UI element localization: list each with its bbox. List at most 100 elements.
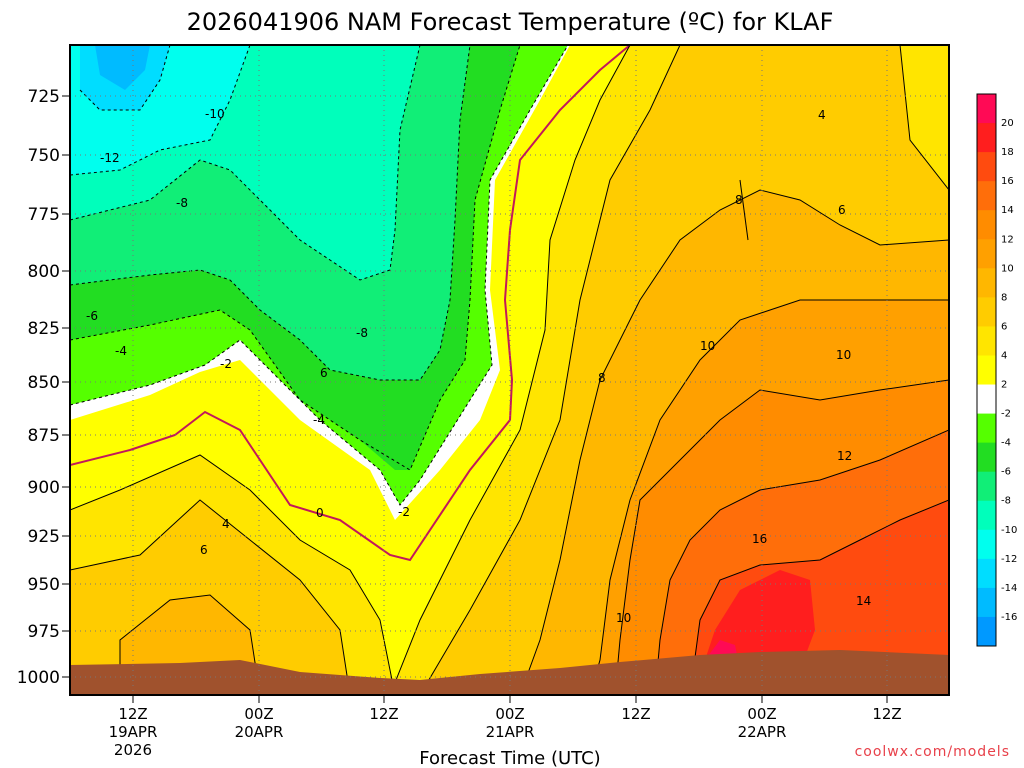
contour-label: 12 bbox=[837, 449, 852, 463]
contour-label: -2 bbox=[220, 357, 232, 371]
contour-label: 14 bbox=[856, 594, 871, 608]
colorbar-swatch bbox=[977, 413, 996, 444]
colorbar-label: 4 bbox=[1001, 350, 1007, 361]
colorbar-label: -16 bbox=[1001, 612, 1017, 623]
y-tick-label: 975 bbox=[28, 622, 60, 642]
contour-label: 4 bbox=[818, 108, 826, 122]
x-tick-date: 19APR bbox=[109, 723, 158, 741]
contour-label: -12 bbox=[100, 151, 120, 165]
colorbar-label: 14 bbox=[1001, 205, 1014, 216]
y-tick-label: 775 bbox=[28, 205, 60, 225]
contour-label: 10 bbox=[616, 611, 631, 625]
contour-label: -2 bbox=[398, 505, 410, 519]
colorbar-swatch bbox=[977, 268, 996, 298]
x-tick-date: 20APR bbox=[235, 723, 284, 741]
colorbar-swatch bbox=[977, 181, 996, 211]
colorbar-swatch bbox=[977, 210, 996, 240]
contour-lines bbox=[70, 45, 569, 506]
contour-label: 10 bbox=[836, 348, 851, 362]
y-tick-label: 725 bbox=[28, 87, 60, 107]
colorbar-label: 18 bbox=[1001, 147, 1014, 158]
contour-labels: -12 -10 -8 -6 -4 -2 -8 6 -4 0 -2 4 6 8 1… bbox=[86, 107, 871, 625]
contour-label: 0 bbox=[316, 506, 324, 520]
band-minus14c bbox=[95, 45, 150, 90]
colorbar-label: 2 bbox=[1001, 380, 1007, 391]
colorbar: 20 18 16 14 12 10 8 6 4 2 -2 -4 -6 -8 -10 -12 -14 -16 bbox=[976, 93, 1017, 647]
colorbar-swatch bbox=[977, 616, 996, 647]
x-tick-label: 00Z bbox=[495, 705, 524, 723]
gridlines bbox=[70, 45, 949, 695]
colorbar-label: 20 bbox=[1001, 118, 1014, 129]
x-tick-label: 12Z bbox=[621, 705, 650, 723]
x-tick-label: 12Z bbox=[872, 705, 901, 723]
colorbar-label: 8 bbox=[1001, 292, 1007, 303]
x-axis-title: Forecast Time (UTC) bbox=[419, 748, 600, 768]
x-tick-label: 12Z bbox=[118, 705, 147, 723]
y-tick-label: 800 bbox=[28, 262, 60, 282]
y-tick-label: 750 bbox=[28, 146, 60, 166]
colorbar-swatch bbox=[977, 152, 996, 182]
colorbar-label: 6 bbox=[1001, 321, 1007, 332]
contour-label: -8 bbox=[176, 196, 188, 210]
x-tick-label: 00Z bbox=[747, 705, 776, 723]
contour-label: 8 bbox=[735, 193, 743, 207]
colorbar-label: -8 bbox=[1001, 496, 1011, 507]
x-tick-date: 21APR bbox=[486, 723, 535, 741]
contour-label: 4 bbox=[222, 517, 230, 531]
terrain bbox=[70, 650, 949, 695]
contour-label: -8 bbox=[356, 326, 368, 340]
chart-title: 2026041906 NAM Forecast Temperature (ºC)… bbox=[187, 8, 834, 36]
colorbar-swatch bbox=[977, 123, 996, 153]
colorbar-label: -2 bbox=[1001, 409, 1011, 420]
credit-text: coolwx.com/models bbox=[855, 744, 1010, 760]
colorbar-swatch bbox=[977, 384, 996, 415]
y-tick-label: 850 bbox=[28, 373, 60, 393]
colorbar-label: -14 bbox=[1001, 583, 1017, 594]
colorbar-swatch bbox=[977, 529, 996, 560]
colorbar-frame bbox=[976, 93, 997, 647]
x-tick-label: 00Z bbox=[244, 705, 273, 723]
colorbar-label: 10 bbox=[1001, 263, 1014, 274]
y-tick-label: 1000 bbox=[17, 668, 60, 688]
y-tick-label: 825 bbox=[28, 319, 60, 339]
contour-label: -10 bbox=[205, 107, 225, 121]
colorbar-label: -12 bbox=[1001, 554, 1017, 565]
y-axis: 725 750 775 800 825 850 875 900 925 950 … bbox=[17, 87, 70, 688]
contour-label: 6 bbox=[200, 543, 208, 557]
y-tick-label: 875 bbox=[28, 426, 60, 446]
colorbar-label: -6 bbox=[1001, 467, 1011, 478]
colorbar-swatch bbox=[977, 239, 996, 269]
colorbar-label: -10 bbox=[1001, 525, 1017, 536]
colorbar-swatch bbox=[977, 355, 996, 386]
x-axis: 12Z 19APR 2026 00Z 20APR 12Z 00Z 21APR 1… bbox=[109, 695, 902, 759]
colorbar-label: 12 bbox=[1001, 234, 1014, 245]
colorbar-swatch bbox=[977, 471, 996, 502]
contour-label: 6 bbox=[320, 366, 328, 380]
y-tick-label: 950 bbox=[28, 575, 60, 595]
colorbar-swatch bbox=[977, 442, 996, 473]
colorbar-label: -4 bbox=[1001, 438, 1011, 449]
contour-label: -4 bbox=[313, 413, 325, 427]
colorbar-swatch bbox=[977, 297, 996, 327]
colorbar-label: 16 bbox=[1001, 176, 1014, 187]
y-tick-label: 925 bbox=[28, 527, 60, 547]
colorbar-swatch bbox=[977, 326, 996, 356]
contour-label: -6 bbox=[86, 309, 98, 323]
warm-contours bbox=[70, 45, 949, 695]
y-tick-label: 900 bbox=[28, 478, 60, 498]
contour-label: 8 bbox=[598, 371, 606, 385]
x-tick-label: 12Z bbox=[369, 705, 398, 723]
contour-label: 10 bbox=[700, 339, 715, 353]
x-tick-year: 2026 bbox=[114, 741, 152, 759]
colorbar-swatch bbox=[977, 587, 996, 618]
x-tick-date: 22APR bbox=[738, 723, 787, 741]
colorbar-swatch bbox=[977, 558, 996, 589]
colorbar-swatch bbox=[977, 94, 996, 124]
contour-label: -4 bbox=[115, 344, 127, 358]
colorbar-swatch bbox=[977, 500, 996, 531]
contour-label: 16 bbox=[752, 532, 767, 546]
temperature-field bbox=[70, 45, 949, 695]
contour-label: 6 bbox=[838, 203, 846, 217]
freezing-line bbox=[70, 45, 631, 562]
